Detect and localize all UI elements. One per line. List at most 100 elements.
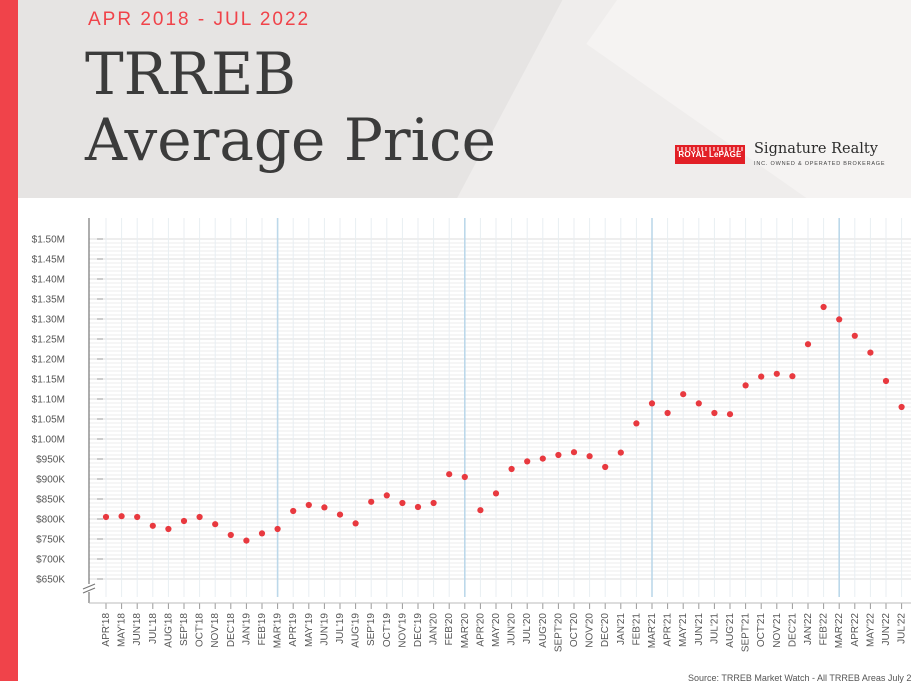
x-tick-label: MAR'21: [647, 613, 658, 649]
x-tick-label: JUN'20: [507, 613, 518, 646]
x-tick-label: APR'22: [850, 613, 861, 647]
x-tick-label: DEC'19: [413, 613, 424, 648]
x-tick-label: OCT'21: [756, 613, 767, 648]
data-point: [102, 513, 110, 521]
y-tick-label: $1.20M: [32, 355, 65, 366]
x-tick-label: AUG'21: [725, 613, 736, 648]
data-point: [633, 420, 640, 427]
y-tick-label: $1.25M: [32, 335, 65, 346]
brokerage-logo: ROYAL LePAGE Signature Realty INC. OWNED…: [675, 140, 890, 172]
data-point: [430, 499, 437, 507]
data-point: [508, 465, 515, 473]
y-tick-label: $900K: [36, 475, 65, 486]
header-banner: APR 2018 - JUL 2022 TRREB Average Price: [18, 0, 911, 198]
data-point: [726, 411, 734, 418]
x-tick-label: JUL'20: [522, 613, 533, 644]
y-tick-label: $1.40M: [32, 275, 65, 286]
data-point: [414, 503, 422, 511]
x-tick-label: NOV'21: [772, 613, 783, 648]
data-point: [165, 525, 172, 533]
data-point: [539, 455, 546, 462]
x-tick-label: JUL'19: [335, 613, 346, 644]
x-tick-label: FEB'19: [257, 613, 268, 646]
y-tick-label: $1.05M: [32, 415, 65, 426]
x-tick-label: MAR'20: [460, 613, 471, 649]
x-tick-label: AUG'18: [163, 613, 174, 648]
brokerage-tagline: INC. OWNED & OPERATED BROKERAGE: [754, 161, 886, 167]
data-point: [492, 490, 500, 497]
x-tick-label: AUG'20: [538, 613, 549, 648]
data-point: [680, 391, 687, 398]
x-tick-label: APR'21: [663, 613, 674, 647]
x-tick-label: JUN'19: [319, 613, 330, 646]
x-tick-label: APR'18: [101, 613, 112, 647]
average-price-chart: $1.50M $1.45M $1.40M $1.35M $1.30M $1.25M $1.2…: [32, 218, 911, 653]
data-point: [882, 377, 890, 385]
x-tick-label: OCT'19: [382, 613, 393, 648]
data-point: [617, 449, 624, 456]
x-tick-label: MAY'19: [304, 613, 315, 647]
y-tick-label: $700K: [36, 555, 65, 566]
data-point: [586, 453, 593, 460]
x-tick-label: NOV'19: [397, 613, 408, 648]
x-tick-label: JUN'18: [132, 613, 143, 646]
data-point: [820, 303, 827, 311]
y-tick-label: $850K: [36, 495, 65, 506]
x-tick-label: OCT'20: [569, 613, 580, 648]
x-tick-labels: APR'18 MAY'18 JUN'18 JUL'18 AUG'18 SEP'18 OCT'…: [101, 613, 908, 653]
y-tick-label: $950K: [36, 455, 65, 466]
data-point: [352, 520, 359, 527]
data-point: [336, 511, 344, 518]
y-tick-label: $750K: [36, 535, 65, 546]
data-point: [446, 471, 453, 478]
y-tick-label: $1.10M: [32, 395, 65, 406]
x-tick-label: SEPT'21: [741, 613, 752, 653]
x-tick-label: JAN'21: [616, 613, 627, 645]
x-tick-label: JUL'21: [709, 613, 720, 644]
data-point: [243, 537, 250, 544]
date-range: APR 2018 - JUL 2022: [88, 9, 311, 30]
x-tick-label: DEC'20: [600, 613, 611, 648]
brokerage-name: Signature Realty: [754, 141, 878, 157]
x-tick-label: MAY'22: [865, 613, 876, 647]
data-point: [321, 504, 328, 511]
y-tick-label: $1.30M: [32, 315, 65, 326]
source-note: Source: TRREB Market Watch - All TRREB A…: [688, 673, 911, 683]
data-point: [664, 409, 671, 417]
data-point: [570, 449, 578, 456]
x-tick-label: FEB'20: [444, 613, 455, 646]
data-point: [149, 522, 156, 529]
data-point: [524, 458, 531, 465]
data-point: [290, 507, 297, 515]
data-point: [867, 349, 874, 356]
x-tick-label: NOV'20: [585, 613, 596, 648]
title-line-2: Average Price: [85, 106, 496, 174]
data-point: [368, 498, 375, 505]
x-tick-label: JAN'19: [241, 613, 252, 645]
x-tick-label: MAR'19: [273, 613, 284, 649]
x-tick-label: JAN'22: [803, 613, 814, 645]
x-tick-label: APR'20: [475, 613, 486, 647]
x-tick-label: SEPT'20: [553, 613, 564, 653]
x-tick-label: JUN'22: [881, 613, 892, 646]
x-tick-label: SEP'19: [366, 613, 377, 646]
x-tick-label: MAY'20: [491, 613, 502, 647]
data-point: [212, 521, 219, 528]
x-tick-label: NOV'18: [210, 613, 221, 648]
x-tick-label: AUG'19: [351, 613, 362, 648]
data-point: [118, 513, 125, 520]
data-point: [711, 409, 718, 417]
data-point: [789, 373, 796, 380]
data-point: [305, 501, 312, 509]
x-tick-label: DEC'21: [787, 613, 798, 648]
x-tick-label: FEB'21: [631, 613, 642, 646]
y-tick-label: $800K: [36, 515, 65, 526]
data-point: [602, 463, 609, 471]
title-line-1: TRREB: [85, 40, 296, 108]
x-tick-label: JUL'22: [897, 613, 908, 644]
data-point: [258, 530, 266, 537]
data-point: [851, 332, 858, 339]
y-tick-label: $1.50M: [32, 235, 65, 246]
y-tick-label: $1.45M: [32, 255, 65, 266]
data-point: [180, 517, 188, 525]
